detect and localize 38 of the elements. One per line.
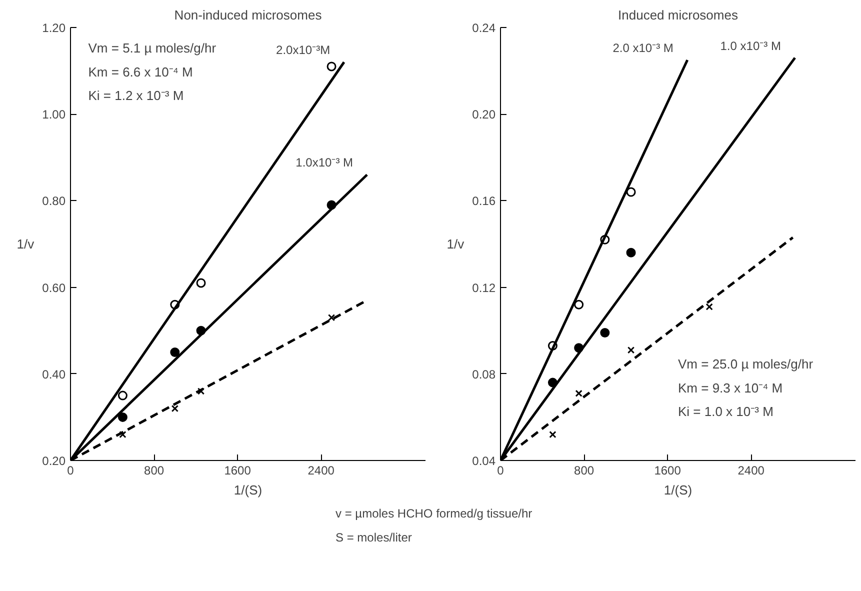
y-tick-label: 0.40 bbox=[42, 367, 66, 382]
y-tick-label: 0.80 bbox=[42, 194, 66, 208]
y-tick-label: 0.04 bbox=[472, 454, 496, 468]
annotation: Ki = 1.2 x 10⁻³ M bbox=[88, 88, 184, 104]
x-tick-label: 800 bbox=[144, 464, 164, 478]
chart-title: Non-induced microsomes bbox=[174, 8, 322, 22]
annotation: Km = 6.6 x 10⁻⁴ M bbox=[88, 64, 193, 80]
annotation: Vm = 5.1 µ moles/g/hr bbox=[88, 40, 217, 56]
y-tick-label: 0.20 bbox=[472, 108, 496, 122]
x-tick-label: 1600 bbox=[654, 464, 682, 478]
series-label: 2.0 x10⁻³ M bbox=[612, 40, 674, 55]
series-label: 2.0x10⁻³M bbox=[276, 43, 330, 58]
y-tick-label: 0.16 bbox=[472, 194, 496, 208]
y-tick-label: 0.24 bbox=[472, 21, 496, 35]
y-tick-label: 0.12 bbox=[472, 280, 496, 295]
x-tick-label: 1600 bbox=[224, 464, 252, 478]
x-tick-label: 800 bbox=[574, 464, 594, 478]
y-tick-label: 1.20 bbox=[42, 21, 66, 35]
x-axis-title: 1/(S) bbox=[664, 482, 692, 498]
y-tick-label: 0.20 bbox=[42, 454, 66, 468]
x-tick-label: 2400 bbox=[738, 464, 765, 478]
y-axis-title: 1/v bbox=[16, 236, 35, 252]
x-tick-label: 0 bbox=[497, 464, 504, 478]
annotation: Vm = 25.0 µ moles/g/hr bbox=[678, 356, 814, 372]
x-axis-title: 1/(S) bbox=[234, 482, 262, 498]
y-tick-label: 0.08 bbox=[472, 367, 496, 382]
series-label: 1.0x10⁻³ M bbox=[296, 156, 354, 170]
x-tick-label: 0 bbox=[67, 464, 74, 478]
y-tick-label: 1.00 bbox=[42, 108, 66, 122]
text: v = µmoles HCHO formed/g tissue/hr bbox=[336, 506, 532, 520]
annotation: Km = 9.3 x 10⁻⁴ M bbox=[678, 380, 783, 396]
x-tick-label: 2400 bbox=[308, 464, 335, 478]
y-axis-title: 1/v bbox=[446, 236, 465, 252]
series-label: 1.0 x10⁻³ M bbox=[720, 38, 781, 53]
annotation: Ki = 1.0 x 10⁻³ M bbox=[678, 404, 774, 420]
y-tick-label: 0.60 bbox=[42, 280, 66, 295]
chart-title: Induced microsomes bbox=[618, 8, 738, 22]
text: S = moles/liter bbox=[336, 530, 412, 544]
